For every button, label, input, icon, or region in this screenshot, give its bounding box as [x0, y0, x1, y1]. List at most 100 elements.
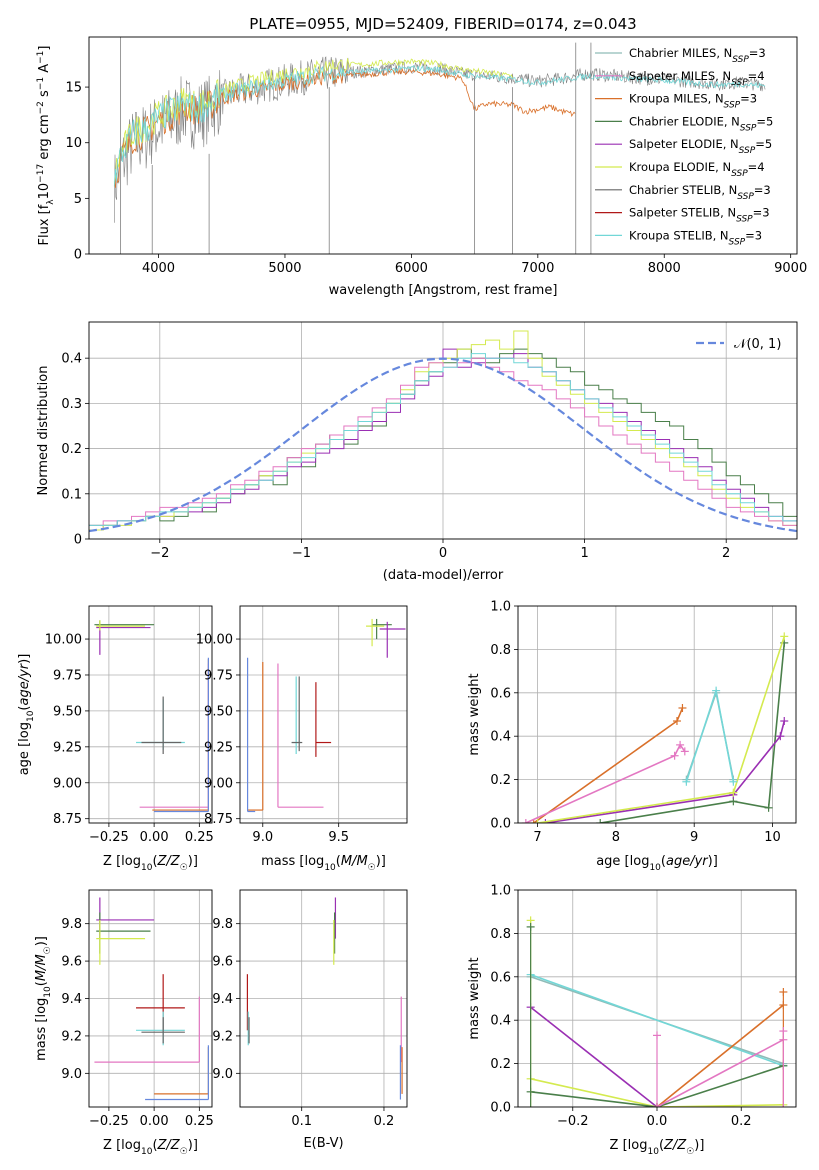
x-tick-label: 7000	[521, 261, 554, 276]
y-tick-label: 9.50	[53, 704, 82, 719]
x-tick-label: 5000	[268, 261, 301, 276]
y-axis-label: Normed distribution	[36, 366, 51, 496]
y-tick-label: 8.75	[53, 812, 82, 827]
y-tick-label: 9.4	[212, 992, 233, 1007]
x-axis-label: age [log10(age/yr)]	[596, 854, 718, 873]
x-tick-label: −0.2	[557, 1114, 589, 1129]
y-tick-label: 9.4	[61, 992, 82, 1007]
legend-label: Chabrier STELIB, NSSP=3	[629, 183, 771, 202]
x-tick-label: 0.25	[185, 1114, 214, 1129]
legend-label: Salpeter STELIB, NSSP=3	[629, 206, 770, 225]
y-tick-label: 9.25	[204, 740, 233, 755]
y-tick-label: 0	[74, 533, 82, 548]
y-tick-label: 0	[74, 248, 82, 263]
axes-residuals: −2 −1 0 1 2 0 0.1 0.2 0.3 0.4 (data-model)/error No…	[36, 321, 798, 583]
y-axis-label: mass [log10(M/M☉)]	[34, 936, 53, 1061]
y-tick-label: 9.8	[61, 917, 82, 932]
histogram-step	[89, 348, 797, 531]
y-tick-label: 0.3	[61, 397, 82, 412]
x-tick-label: 8	[612, 830, 620, 845]
y-tick-label: 1.0	[490, 884, 511, 899]
y-tick-label: 9.25	[53, 740, 82, 755]
x-tick-label: −0.25	[89, 830, 129, 845]
y-tick-label: 0.1	[61, 487, 82, 502]
y-tick-label: 0.0	[490, 817, 511, 832]
x-tick-label: 2	[722, 546, 730, 561]
y-tick-label: 9.00	[53, 776, 82, 791]
axes-mass_vs_ebv: 0.1 0.2 9.0 9.2 9.4 9.6 9.8 E(B-V)	[212, 889, 408, 1151]
series-line	[530, 973, 784, 1067]
series-line	[656, 1038, 784, 1107]
axes-frame	[239, 605, 408, 824]
x-tick-label: 9.0	[252, 830, 273, 845]
y-tick-label: 9.0	[212, 1067, 233, 1082]
plot-area-age_vs_mass	[240, 606, 407, 823]
y-tick-label: 1.0	[490, 600, 511, 615]
x-tick-label: 0.2	[731, 1114, 752, 1129]
y-tick-label: 0.6	[490, 970, 511, 985]
legend-label: Salpeter MILES, NSSP=4	[629, 69, 765, 88]
axes-frame	[88, 605, 213, 824]
y-tick-label: 0.2	[490, 773, 511, 788]
y-tick-label: 9.75	[204, 668, 233, 683]
x-tick-label: 1	[580, 546, 588, 561]
x-tick-label: 9000	[774, 261, 807, 276]
x-tick-label: −0.25	[89, 1114, 129, 1129]
x-tick-label: 9.5	[328, 830, 349, 845]
y-tick-label: 0.2	[490, 1057, 511, 1072]
y-tick-label: 0.8	[490, 927, 511, 942]
x-axis-label: Z [log10(Z/Z☉)]	[103, 854, 198, 873]
y-tick-label: 0.0	[490, 1101, 511, 1116]
plot-area-mass_vs_ebv	[240, 890, 407, 1107]
x-tick-label: 9	[690, 830, 698, 845]
series-line	[656, 1004, 784, 1107]
plot-area-residuals	[89, 322, 797, 539]
legend-label: Salpeter ELODIE, NSSP=5	[629, 137, 772, 156]
x-tick-label: 0.0	[647, 1114, 668, 1129]
spectrum-line	[113, 65, 766, 187]
chart-title: PLATE=0955, MJD=52409, FIBERID=0174, z=0…	[249, 15, 636, 33]
y-tick-label: 15	[65, 81, 82, 96]
axes-massweight_vs_z: −0.2 0.0 0.2 0.0 0.2 0.4 0.6 0.8 1.0 Z [log10(Z/Z…	[467, 884, 797, 1157]
x-axis-label: (data-model)/error	[383, 568, 504, 583]
y-tick-label: 10.00	[45, 633, 82, 648]
legend-label: Kroupa MILES, NSSP=3	[629, 92, 757, 111]
y-tick-label: 9.6	[61, 955, 82, 970]
axes-age_vs_mass: 9.0 9.5 8.75 9.00 9.25 9.50 9.75 10.00 mass [log…	[196, 605, 408, 873]
y-tick-label: 9.0	[61, 1067, 82, 1082]
axes-frame	[88, 889, 213, 1108]
plot-area-massweight_vs_z	[518, 890, 796, 1107]
axes-frame	[239, 889, 408, 1108]
axes-spectrum: 4000 5000 6000 7000 8000 9000 0 5 10 15 PLATE=0955…	[36, 15, 807, 298]
axes-frame	[88, 36, 798, 255]
y-tick-label: 0.6	[490, 686, 511, 701]
axes-mass_vs_z: −0.25 0.00 0.25 9.0 9.2 9.4 9.6 9.8 Z [log10(Z/Z…	[34, 889, 214, 1157]
axes-age_vs_z: −0.25 0.00 0.25 8.75 9.00 9.25 9.50 9.75 10.00 Z …	[17, 605, 214, 873]
legend-label: Chabrier MILES, NSSP=3	[629, 46, 766, 65]
x-tick-label: 0.00	[140, 1114, 169, 1129]
y-tick-label: 10.00	[196, 633, 233, 648]
series-line	[600, 642, 786, 823]
y-tick-label: 10	[65, 136, 82, 151]
x-axis-label: Z [log10(Z/Z☉)]	[610, 1138, 705, 1157]
x-axis-label: mass [log10(M/M☉)]	[261, 854, 386, 873]
series-line	[545, 720, 786, 823]
x-tick-label: 0.2	[374, 1114, 395, 1129]
y-tick-label: 0.4	[490, 730, 511, 745]
x-tick-label: 4000	[142, 261, 175, 276]
y-tick-label: 0.2	[61, 442, 82, 457]
x-tick-label: 6000	[395, 261, 428, 276]
y-axis-label: age [log10(age/yr)]	[17, 654, 36, 776]
axes-frame	[88, 321, 798, 540]
x-tick-label: 0.00	[140, 830, 169, 845]
y-tick-label: 9.2	[212, 1029, 233, 1044]
x-tick-label: 7	[533, 830, 541, 845]
series-line	[530, 1065, 784, 1107]
x-axis-label: Z [log10(Z/Z☉)]	[103, 1138, 198, 1157]
histogram-step	[89, 353, 797, 526]
x-axis-label: E(B-V)	[303, 1136, 343, 1151]
y-axis-label: mass weight	[467, 673, 482, 755]
y-axis-label: Flux [fλ10−17 erg cm−2 s−1 A−1]	[36, 46, 56, 246]
x-tick-label: −1	[292, 546, 311, 561]
axes-frame	[517, 605, 797, 824]
